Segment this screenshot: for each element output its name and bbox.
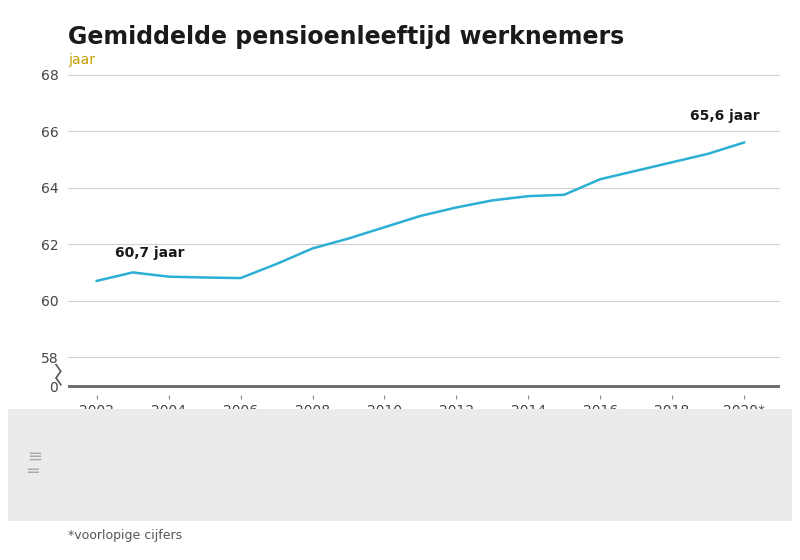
FancyBboxPatch shape xyxy=(0,407,800,523)
Text: *voorlopige cijfers: *voorlopige cijfers xyxy=(68,529,182,542)
Text: jaar: jaar xyxy=(68,53,95,67)
Text: ≡
═: ≡ ═ xyxy=(27,448,42,481)
Text: Gemiddelde pensioenleeftijd werknemers: Gemiddelde pensioenleeftijd werknemers xyxy=(68,25,624,49)
Text: 65,6 jaar: 65,6 jaar xyxy=(690,109,760,123)
Text: 60,7 jaar: 60,7 jaar xyxy=(114,246,184,260)
